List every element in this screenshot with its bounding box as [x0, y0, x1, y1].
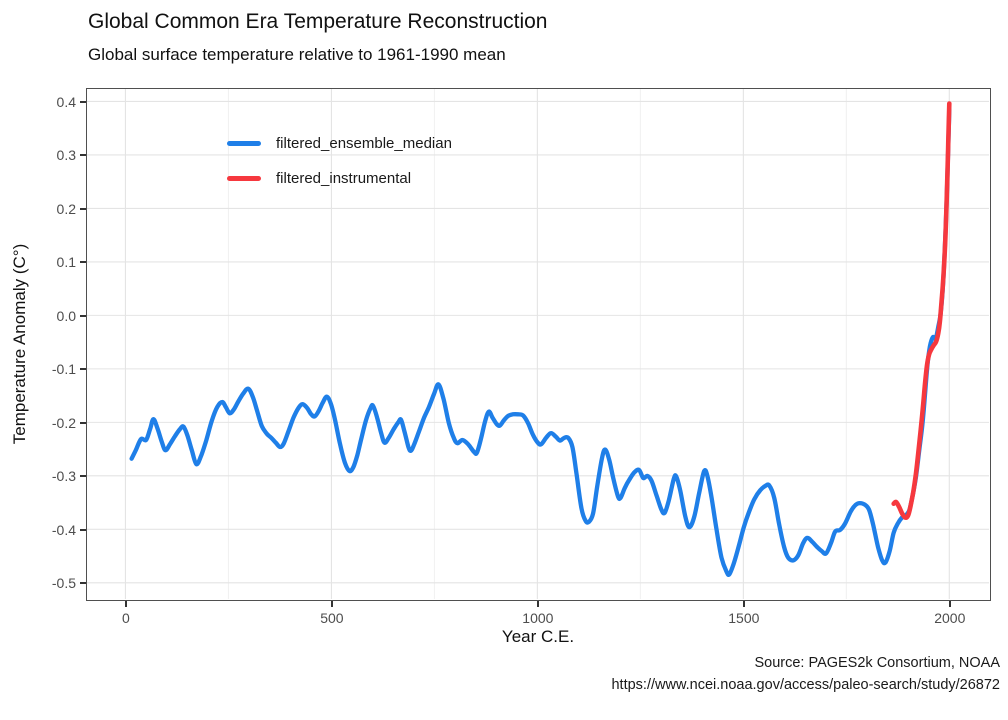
y-tick-mark — [80, 207, 86, 210]
y-tick-label: -0.2 — [51, 414, 76, 431]
legend-label: filtered_ensemble_median — [276, 134, 452, 152]
x-axis-title: Year C.E. — [501, 627, 575, 646]
y-tick-label: 0.3 — [56, 147, 76, 164]
chart-subtitle: Global surface temperature relative to 1… — [88, 45, 506, 64]
legend-key-blue-line — [227, 140, 261, 146]
y-tick-mark — [80, 368, 86, 371]
y-tick-mark — [80, 154, 86, 157]
x-tick-mark — [536, 601, 539, 607]
x-tick-label: 0 — [122, 610, 130, 626]
legend-key-red-line — [227, 175, 261, 181]
plot-panel: filtered_ensemble_median filtered_instru… — [86, 88, 991, 601]
y-tick-label: 0.1 — [56, 254, 76, 271]
y-tick-label: 0.0 — [56, 307, 76, 324]
x-tick-mark — [742, 601, 745, 607]
y-axis-title: Temperature Anomaly (C°) — [10, 243, 29, 445]
y-tick-mark — [80, 421, 86, 424]
x-tick-mark — [330, 601, 333, 607]
legend-item-ensemble-median: filtered_ensemble_median — [227, 129, 452, 157]
caption-url-line: https://www.ncei.noaa.gov/access/paleo-s… — [611, 677, 1000, 693]
y-tick-label: 0.4 — [56, 93, 76, 110]
caption-source-line: Source: PAGES2k Consortium, NOAA — [754, 655, 1000, 671]
y-tick-mark — [80, 261, 86, 264]
legend-item-instrumental: filtered_instrumental — [227, 164, 452, 192]
x-tick-label: 500 — [320, 610, 344, 626]
y-tick-mark — [80, 100, 86, 103]
legend-label: filtered_instrumental — [276, 169, 412, 187]
x-tick-mark — [124, 601, 127, 607]
y-tick-label: -0.3 — [51, 468, 76, 485]
x-tick-label: 1500 — [728, 610, 760, 626]
legend: filtered_ensemble_median filtered_instru… — [227, 129, 452, 199]
source-caption: Source: PAGES2k Consortium, NOAA https:/… — [611, 652, 1000, 696]
y-tick-mark — [80, 475, 86, 478]
x-tick-label: 1000 — [522, 610, 554, 626]
chart-title: Global Common Era Temperature Reconstruc… — [88, 10, 548, 33]
y-tick-label: -0.4 — [51, 521, 76, 538]
y-tick-label: -0.1 — [51, 361, 76, 378]
x-tick-label: 2000 — [934, 610, 966, 626]
y-tick-label: -0.5 — [51, 575, 76, 592]
y-tick-mark — [80, 528, 86, 531]
series-line-filtered_ensemble_median — [129, 107, 952, 577]
y-tick-mark — [80, 582, 86, 585]
x-tick-mark — [948, 601, 951, 607]
series-line-filtered_instrumental — [891, 101, 952, 520]
y-tick-mark — [80, 314, 86, 317]
y-tick-label: 0.2 — [56, 200, 76, 217]
plot-area-svg — [87, 89, 989, 599]
